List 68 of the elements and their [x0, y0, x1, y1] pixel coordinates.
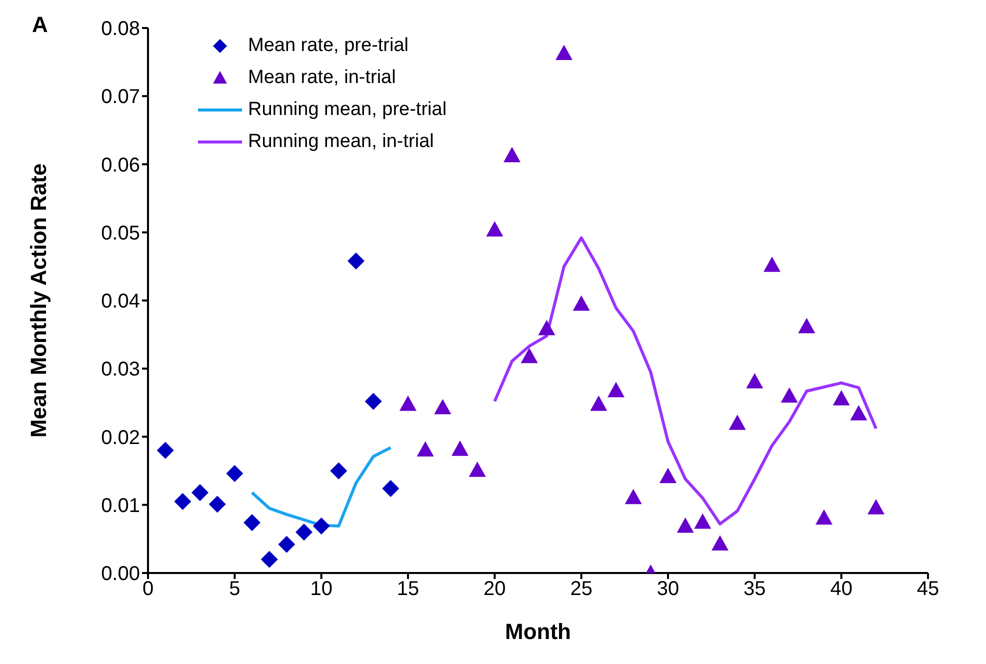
- y-tick-label: 0.02: [101, 426, 140, 449]
- point: [590, 396, 608, 411]
- x-tick-label: 10: [310, 578, 332, 600]
- x-tick-label: 40: [830, 578, 852, 600]
- point: [156, 442, 174, 459]
- point: [764, 256, 780, 272]
- point: [312, 517, 330, 534]
- y-tick-label: 0.04: [101, 290, 140, 313]
- legend-label: Mean rate, in-trial: [248, 66, 396, 90]
- y-tick-label: 0.00: [101, 563, 140, 586]
- point: [520, 348, 538, 364]
- point: [624, 488, 642, 504]
- point: [364, 392, 382, 410]
- point: [868, 499, 884, 514]
- point: [660, 468, 676, 484]
- point: [348, 252, 364, 270]
- point: [278, 536, 296, 553]
- point: [208, 496, 226, 513]
- x-axis-title: Month: [505, 619, 571, 644]
- x-tick-label: 45: [916, 578, 940, 600]
- x-tick-label: 30: [656, 578, 680, 600]
- point: [676, 517, 694, 533]
- y-tick-label: 0.06: [101, 154, 140, 176]
- point: [382, 480, 400, 498]
- point: [468, 462, 486, 477]
- point: [452, 440, 468, 456]
- point: [226, 465, 244, 482]
- point: [192, 484, 208, 502]
- x-tick-label: 5: [229, 578, 240, 600]
- point: [850, 405, 868, 420]
- y-tick-label: 0.05: [101, 222, 140, 244]
- point: [400, 396, 416, 411]
- line-series: [493, 236, 878, 526]
- point: [712, 535, 728, 551]
- point: [174, 492, 192, 510]
- x-tick-label: 25: [570, 578, 592, 600]
- x-tick-label: 15: [396, 578, 420, 600]
- point: [746, 373, 764, 388]
- point: [798, 318, 816, 334]
- point: [244, 514, 260, 532]
- point: [572, 295, 590, 311]
- y-tick-label: 0.07: [101, 86, 140, 108]
- point: [296, 524, 312, 541]
- x-tick-label: 20: [484, 578, 506, 600]
- point: [260, 550, 278, 568]
- x-tick-label: 0: [142, 578, 154, 600]
- y-tick-label: 0.03: [101, 358, 140, 381]
- point: [330, 462, 348, 480]
- y-axis-title: Mean Monthly Action Rate: [26, 163, 51, 438]
- point: [694, 513, 712, 529]
- point: [816, 509, 832, 525]
- point: [728, 414, 746, 430]
- point: [832, 390, 850, 406]
- legend-label: Running mean, in-trial: [248, 130, 434, 154]
- point: [416, 441, 434, 456]
- point: [504, 146, 520, 162]
- point: [556, 44, 572, 60]
- point: [434, 398, 452, 414]
- text: A: [32, 12, 48, 38]
- legend-label: Running mean, pre-trial: [248, 98, 447, 122]
- point: [780, 387, 798, 403]
- legend-label: Mean rate, pre-trial: [248, 34, 409, 58]
- point: [608, 382, 624, 398]
- y-tick-label: 0.01: [101, 494, 140, 517]
- point: [486, 221, 504, 236]
- y-tick-label: 0.08: [101, 18, 140, 40]
- point: [538, 320, 556, 336]
- x-tick-label: 35: [744, 578, 766, 600]
